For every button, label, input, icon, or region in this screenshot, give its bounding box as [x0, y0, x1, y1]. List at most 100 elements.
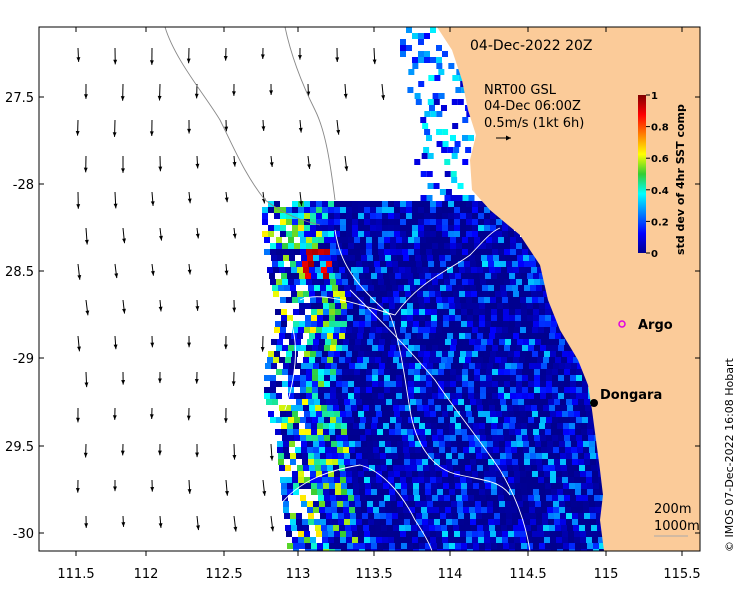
sst-cell — [377, 423, 383, 429]
sst-cell — [383, 489, 389, 495]
sst-cell — [515, 273, 521, 279]
sst-cell — [395, 549, 401, 551]
sst-cell — [513, 405, 519, 411]
sst-cell — [364, 477, 370, 483]
sst-cell — [455, 549, 461, 551]
sst-cell — [434, 399, 440, 405]
sst-cell — [437, 309, 443, 315]
current-arrowhead-icon — [224, 270, 229, 276]
sst-cell — [580, 477, 586, 483]
sst-cell — [478, 201, 484, 207]
sst-cell — [342, 381, 348, 387]
sst-cell — [432, 345, 438, 351]
sst-cell — [443, 489, 449, 495]
sst-cell — [469, 363, 475, 369]
sst-cell — [315, 291, 321, 297]
sst-cell — [304, 213, 310, 219]
sst-cell — [551, 429, 557, 435]
sst-cell — [393, 291, 399, 297]
sst-cell — [477, 267, 483, 273]
sst-cell — [343, 363, 349, 369]
sst-cell — [472, 231, 478, 237]
x-tick-label: 113 — [286, 567, 311, 582]
sst-cell — [517, 255, 523, 261]
sst-cell — [429, 291, 435, 297]
sst-cell — [327, 357, 333, 363]
sst-cell — [288, 435, 294, 441]
sst-cell — [461, 483, 467, 489]
sst-cell — [339, 405, 345, 411]
sst-cell — [503, 315, 509, 321]
sst-cell — [360, 249, 366, 255]
sst-cell — [383, 273, 389, 279]
sst-cell — [467, 483, 473, 489]
sst-cell — [286, 351, 292, 357]
sst-cell — [426, 417, 432, 423]
sst-cell — [407, 309, 413, 315]
sst-cell — [585, 465, 591, 471]
sst-cell — [340, 201, 346, 207]
sst-cell — [310, 213, 316, 219]
sst-cell — [356, 513, 362, 519]
sst-cell — [288, 237, 294, 243]
sst-cell — [466, 201, 472, 207]
sst-cell — [423, 333, 429, 339]
sst-cell — [384, 375, 390, 381]
sst-cell — [425, 489, 431, 495]
sst-cell — [444, 381, 450, 387]
sst-cell — [310, 201, 316, 207]
sst-cell — [508, 531, 514, 537]
sst-cell — [402, 417, 408, 423]
sst-cell — [519, 525, 525, 531]
sst-cell — [531, 357, 537, 363]
sst-cell — [485, 273, 491, 279]
sst-cell — [507, 405, 513, 411]
sst-cell — [406, 207, 412, 213]
sst-cell — [534, 417, 540, 423]
sst-cell — [319, 339, 325, 345]
sst-cell — [287, 423, 293, 429]
sst-cell — [341, 309, 347, 315]
sst-cell — [300, 417, 306, 423]
sst-cell — [436, 471, 442, 477]
sst-cell — [286, 213, 292, 219]
sst-cell — [569, 429, 575, 435]
sst-cell — [407, 543, 413, 549]
sst-cell — [325, 363, 331, 369]
sst-cell — [305, 549, 311, 551]
sst-cell — [334, 471, 340, 477]
sst-cell — [367, 501, 373, 507]
sst-cell — [330, 435, 336, 441]
sst-cell — [449, 483, 455, 489]
sst-cell — [487, 441, 493, 447]
sst-cell — [308, 399, 314, 405]
sst-cell — [314, 459, 320, 465]
sst-cell — [290, 285, 296, 291]
sst-cell — [458, 513, 464, 519]
sst-cell — [390, 417, 396, 423]
sst-cell — [300, 369, 306, 375]
sst-cell — [540, 387, 546, 393]
sst-cell — [334, 351, 340, 357]
sst-cell — [415, 339, 421, 345]
sst-cell — [503, 321, 509, 327]
sst-cell — [412, 219, 418, 225]
sst-cell — [336, 393, 342, 399]
sst-cell — [546, 369, 552, 375]
sst-cell — [576, 495, 582, 501]
sst-cell — [294, 345, 300, 351]
sst-cell — [304, 201, 310, 207]
sst-cell — [332, 285, 338, 291]
sst-cell — [419, 483, 425, 489]
sst-cell — [341, 321, 347, 327]
sst-cell — [519, 465, 525, 471]
sst-cell — [287, 273, 293, 279]
sst-cell — [333, 357, 339, 363]
sst-cell — [371, 321, 377, 327]
current-arrowhead-icon — [195, 452, 200, 458]
sst-cell — [534, 279, 540, 285]
sst-cell — [351, 465, 357, 471]
sst-cell — [442, 201, 448, 207]
sst-cell — [281, 273, 287, 279]
sst-cell — [308, 453, 314, 459]
